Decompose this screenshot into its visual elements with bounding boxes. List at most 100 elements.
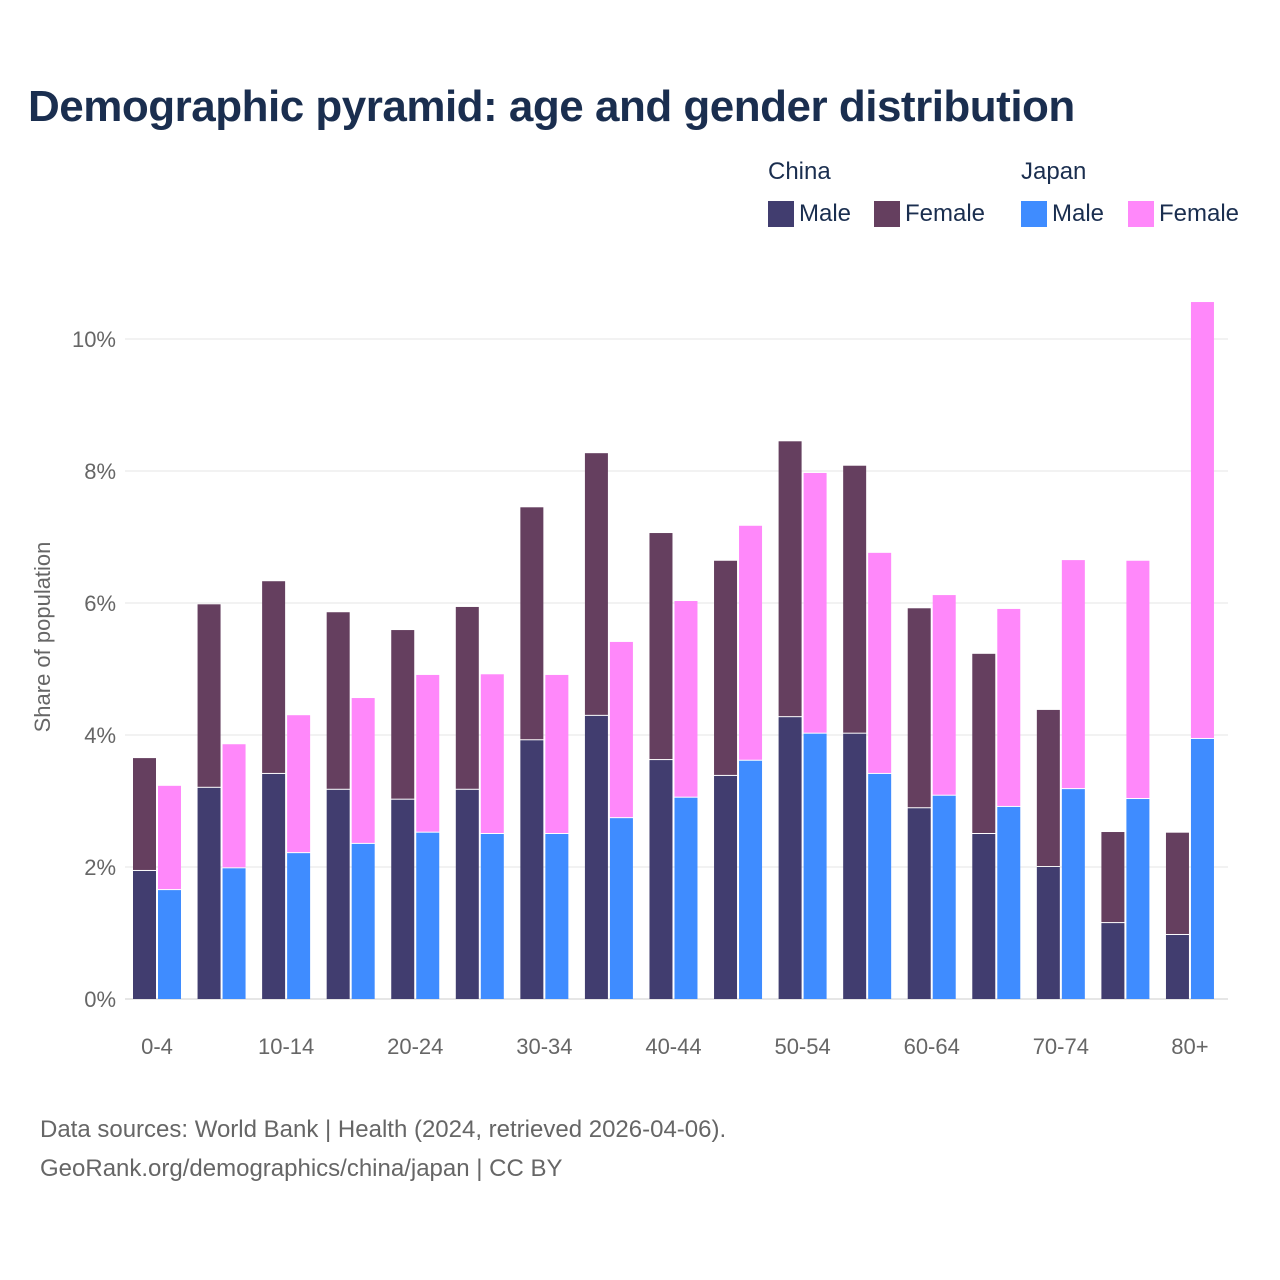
y-tick-label: 4% (84, 723, 116, 748)
x-tick-label: 80+ (1171, 1034, 1208, 1059)
bar-china-female (843, 465, 867, 733)
bar-japan-female (416, 674, 440, 832)
y-tick-label: 8% (84, 459, 116, 484)
bar-china-male (843, 733, 867, 999)
bar-japan-female (545, 674, 569, 833)
bar-china-female (584, 453, 608, 715)
bar-china-male (972, 834, 996, 999)
x-tick-label: 60-64 (904, 1034, 960, 1059)
bar-china-female (326, 612, 350, 789)
bar-japan-female (351, 698, 375, 843)
x-tick-label: 40-44 (645, 1034, 701, 1059)
bar-china-female (391, 630, 415, 799)
bar-japan-male (1126, 799, 1150, 999)
bar-china-female (455, 606, 479, 789)
legend-china-female: Female (874, 200, 985, 228)
x-tick-label: 70-74 (1033, 1034, 1089, 1059)
bar-japan-female (1190, 302, 1214, 738)
bar-china-male (1165, 934, 1189, 999)
bar-japan-male (1061, 789, 1085, 999)
bar-china-female (197, 604, 221, 787)
bar-china-female (520, 507, 544, 740)
bar-china-female (133, 758, 156, 870)
bar-china-male (649, 760, 673, 999)
bar-china-male (197, 787, 221, 999)
bar-china-female (714, 560, 738, 775)
bar-japan-female (158, 785, 181, 890)
bar-china-male (1036, 867, 1060, 999)
bar-japan-female (287, 715, 311, 853)
bar-japan-male (480, 834, 504, 999)
source-note: Data sources: World Bank | Health (2024,… (40, 1116, 727, 1143)
bar-china-female (778, 441, 802, 717)
bar-china-female (649, 533, 673, 760)
bar-japan-male (351, 843, 375, 999)
bar-china-male (262, 773, 286, 999)
bar-china-male (714, 775, 738, 999)
legend-label: Female (905, 200, 986, 227)
x-tick-label: 20-24 (387, 1034, 443, 1059)
y-axis-label: Share of population (30, 542, 55, 733)
bar-china-male (520, 740, 544, 999)
bar-japan-female (1126, 560, 1150, 799)
bar-china-male (326, 789, 350, 999)
legend-swatch (1128, 201, 1154, 227)
legend-swatch (1021, 201, 1047, 227)
bar-japan-male (868, 773, 892, 999)
y-tick-label: 2% (84, 855, 116, 880)
bar-japan-female (222, 744, 246, 868)
legend-swatch (874, 201, 900, 227)
bar-china-male (907, 808, 931, 999)
legend-label: Male (1052, 200, 1105, 227)
legend-group-japan: Japan (1021, 158, 1087, 185)
bar-japan-female (609, 641, 633, 818)
bar-china-male (455, 789, 479, 999)
bar-japan-male (674, 797, 698, 999)
bar-japan-male (932, 795, 956, 999)
bar-china-female (1165, 832, 1189, 934)
chart-title: Demographic pyramid: age and gender dist… (28, 82, 1075, 131)
bar-japan-male (803, 733, 827, 999)
y-tick-label: 10% (72, 327, 116, 352)
bar-japan-female (674, 601, 698, 797)
bar-china-female (1101, 832, 1125, 923)
bar-china-male (1101, 923, 1125, 999)
bar-japan-male (287, 853, 311, 999)
y-tick-label: 6% (84, 591, 116, 616)
legend-japan-male: Male (1021, 200, 1104, 228)
x-tick-label: 10-14 (258, 1034, 314, 1059)
legend-label: Male (799, 200, 852, 227)
bar-japan-male (222, 868, 246, 999)
source-url: GeoRank.org/demographics/china/japan | C… (40, 1155, 563, 1182)
bar-japan-female (739, 525, 763, 760)
bar-japan-female (997, 608, 1021, 806)
bar-japan-male (609, 818, 633, 999)
bar-japan-female (868, 552, 892, 773)
legend-china-male: Male (768, 200, 851, 228)
legend-japan-female: Female (1128, 200, 1239, 228)
bar-china-male (391, 799, 415, 999)
bar-china-female (262, 581, 286, 773)
bar-china-male (778, 717, 802, 999)
bar-japan-male (1190, 738, 1214, 999)
bar-japan-female (803, 472, 827, 733)
bar-china-female (1036, 709, 1060, 866)
bar-japan-male (545, 834, 569, 999)
bar-japan-male (158, 890, 181, 999)
legend-swatch (768, 201, 794, 227)
bar-china-male (133, 870, 156, 999)
x-tick-label: 30-34 (516, 1034, 572, 1059)
x-tick-label: 50-54 (774, 1034, 830, 1059)
bar-japan-male (416, 832, 440, 999)
bar-japan-female (480, 674, 504, 833)
bar-china-female (907, 608, 931, 808)
bar-japan-female (1061, 560, 1085, 789)
legend-label: Female (1159, 200, 1240, 227)
bar-china-female (972, 653, 996, 833)
y-tick-label: 0% (84, 987, 116, 1012)
legend-group-china: China (768, 158, 831, 185)
bar-japan-female (932, 595, 956, 795)
x-tick-label: 0-4 (141, 1034, 173, 1059)
bar-japan-male (997, 806, 1021, 999)
